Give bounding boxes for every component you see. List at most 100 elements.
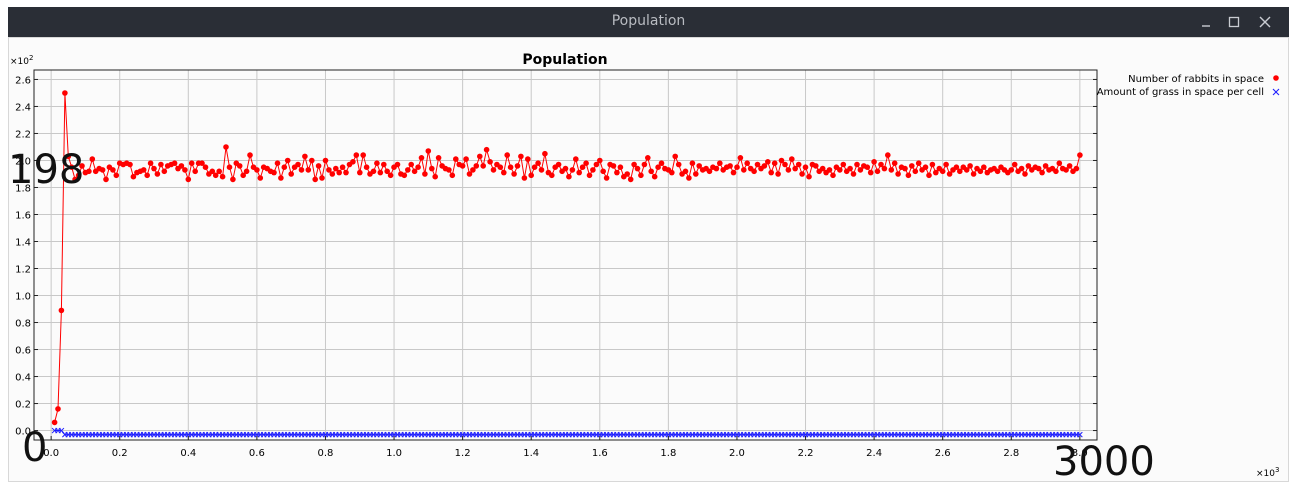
rabbits-point [408, 161, 415, 168]
rabbits-point [586, 172, 593, 179]
y-multiplier: ×102 [10, 54, 33, 67]
rabbits-point [850, 171, 857, 177]
rabbits-point [353, 152, 360, 158]
close-button[interactable] [1254, 11, 1276, 33]
rabbits-point [144, 172, 150, 179]
rabbits-point [65, 153, 72, 160]
rabbits-point [648, 168, 654, 175]
rabbits-point [140, 167, 147, 173]
rabbits-point [381, 161, 387, 168]
rabbits-point [778, 157, 785, 164]
rabbits-point [55, 406, 61, 412]
rabbits-point [470, 167, 476, 173]
window-title: Population [611, 13, 686, 29]
rabbits-point [627, 176, 634, 183]
rabbits-point [370, 168, 377, 175]
rabbits-point [645, 155, 651, 161]
rabbits-point [957, 168, 963, 175]
rabbits-point [178, 163, 185, 169]
rabbits-point [329, 171, 336, 177]
rabbits-point [453, 156, 459, 162]
grass-point [1077, 431, 1083, 438]
x-tick-label: 0.4 [180, 448, 196, 459]
rabbits-point [504, 152, 511, 158]
y-tick-label: 2.4 [15, 102, 31, 113]
y-tick-label: 1.0 [15, 292, 31, 303]
rabbits-point [847, 165, 853, 172]
rabbits-point [638, 172, 644, 179]
rabbits-point [538, 167, 545, 173]
rabbits-point [593, 161, 600, 168]
rabbits-point [309, 157, 315, 164]
rabbits-point [1039, 169, 1045, 176]
rabbits-point [110, 167, 116, 173]
y-tick-label: 1.4 [15, 237, 31, 248]
rabbits-point [819, 165, 826, 172]
rabbits-point [343, 169, 349, 176]
rabbits-point [878, 161, 884, 168]
annotation-y-198: 198 [8, 147, 85, 193]
rabbits-point [682, 168, 689, 175]
rabbits-point [405, 167, 411, 173]
rabbits-point [909, 163, 915, 169]
rabbits-point [58, 307, 65, 314]
rabbits-point [826, 167, 833, 173]
rabbits-point [590, 167, 596, 173]
legend-marker-rabbits [1273, 75, 1279, 81]
rabbits-point [171, 160, 178, 166]
rabbits-point [278, 175, 284, 181]
rabbits-point [459, 163, 466, 169]
maximize-button[interactable] [1223, 11, 1245, 33]
rabbits-point [929, 161, 936, 168]
rabbits-point [641, 161, 648, 168]
rabbits-point [219, 173, 226, 180]
rabbits-point [888, 167, 895, 173]
rabbits-point [977, 168, 984, 175]
grass-marker-stroke [58, 427, 65, 434]
y-tick-label: 0.0 [15, 427, 31, 438]
rabbits-point [477, 153, 483, 160]
y-tick-label: 0.8 [15, 319, 31, 330]
rabbits-point [713, 165, 720, 172]
rabbits-point [490, 167, 497, 173]
rabbits-point [874, 168, 881, 175]
grass-marker-stroke [1077, 431, 1083, 438]
rabbits-point [209, 168, 216, 175]
rabbits-point [751, 168, 757, 175]
series-layer [51, 90, 1083, 438]
rabbits-point [254, 167, 260, 173]
maximize-icon [1228, 16, 1240, 28]
y-tick-label: 1.6 [15, 210, 31, 221]
legend-label-rabbits: Number of rabbits in space [1128, 74, 1264, 85]
rabbits-point [1066, 163, 1073, 169]
rabbits-point [1025, 163, 1032, 169]
rabbits-point [230, 176, 236, 183]
x-tick-label: 1.0 [386, 448, 402, 459]
rabbits-point [257, 175, 264, 181]
rabbits-point [555, 161, 562, 168]
minimize-button[interactable] [1195, 11, 1217, 33]
y-tick-label: 2.2 [15, 129, 31, 140]
rabbits-point [806, 173, 812, 180]
rabbits-point [597, 157, 603, 164]
rabbits-point [305, 167, 312, 173]
rabbits-point [1063, 167, 1069, 173]
rabbits-point [795, 161, 802, 168]
x-tick-label: 2.8 [1003, 448, 1019, 459]
rabbits-point [473, 163, 480, 169]
x-tick-label: 0.0 [43, 448, 59, 459]
rabbits-point [501, 169, 507, 176]
rabbits-point [672, 153, 678, 160]
rabbits-point [432, 173, 439, 180]
x-tick-label: 0.2 [112, 448, 128, 459]
rabbits-point [315, 163, 322, 169]
rabbits-point [357, 169, 363, 176]
rabbits-point [507, 164, 514, 170]
rabbits-point [86, 168, 92, 175]
rabbits-point [600, 168, 606, 175]
rabbits-point [693, 171, 699, 177]
rabbits-point [717, 160, 723, 166]
rabbits-point [463, 156, 469, 162]
rabbits-point [813, 163, 819, 169]
rabbits-point [199, 160, 205, 166]
